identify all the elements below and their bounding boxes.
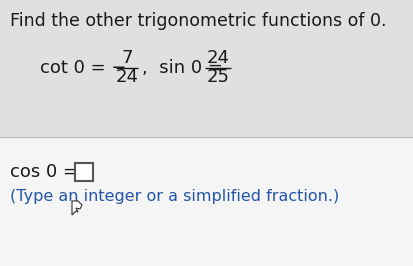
Text: (Type an integer or a simplified fraction.): (Type an integer or a simplified fractio… <box>10 189 338 205</box>
Text: ,  sin 0 =: , sin 0 = <box>142 60 222 77</box>
Text: cot 0 = −: cot 0 = − <box>40 60 126 77</box>
Text: 7: 7 <box>121 49 133 68</box>
Text: 24: 24 <box>206 49 229 68</box>
Text: Find the other trigonometric functions of 0.: Find the other trigonometric functions o… <box>10 12 386 30</box>
Bar <box>0 137 413 266</box>
Text: cos 0 =: cos 0 = <box>10 163 78 181</box>
Text: 24: 24 <box>115 69 138 86</box>
Bar <box>0 0 413 137</box>
Text: 25: 25 <box>206 69 229 86</box>
Polygon shape <box>72 201 82 215</box>
Bar <box>75 163 93 181</box>
